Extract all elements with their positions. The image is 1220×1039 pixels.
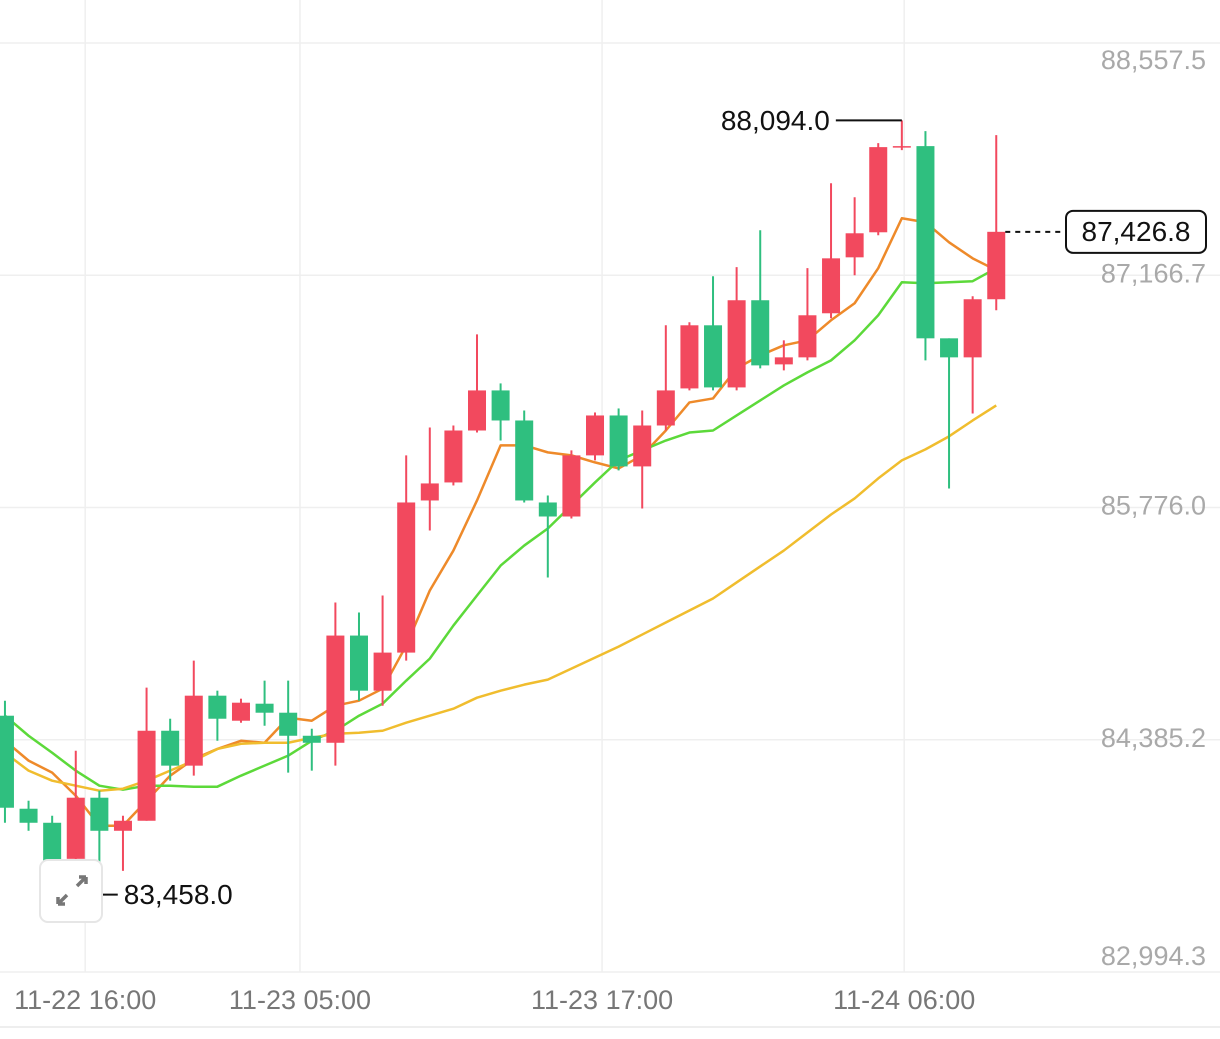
expand-button-box[interactable]: [39, 859, 103, 923]
candle-body: [397, 502, 416, 653]
y-tick-label: 87,166.7: [1101, 258, 1206, 288]
expand-button[interactable]: [39, 859, 103, 923]
candle-body: [491, 390, 510, 421]
candle-body: [208, 695, 227, 719]
last-price-box: [1065, 209, 1207, 254]
candle-body: [562, 455, 581, 517]
candle-body: [468, 390, 487, 431]
candle-body: [538, 502, 557, 517]
candle-body: [704, 325, 723, 388]
candle-body: [774, 357, 793, 365]
x-tick-label: 11-23 17:00: [531, 985, 673, 1015]
low-label: 83,458.0: [124, 879, 233, 910]
candle-body: [822, 258, 841, 314]
candle-body: [255, 703, 274, 713]
y-tick-label: 88,557.5: [1101, 45, 1206, 75]
candle-body: [515, 420, 534, 501]
candle-body: [66, 797, 85, 859]
candle-body: [940, 338, 959, 358]
candle-body: [987, 231, 1006, 300]
candle-body: [19, 808, 38, 823]
candle-body: [845, 233, 864, 258]
candle-body: [963, 299, 982, 358]
candle-body: [656, 390, 675, 426]
candle-body: [420, 483, 439, 501]
candle-body: [326, 635, 345, 743]
candles: [0, 120, 1006, 895]
candle-body: [279, 712, 298, 736]
expand-icon[interactable]: [56, 875, 88, 906]
y-tick-label: 85,776.0: [1101, 491, 1206, 521]
candle-body: [302, 735, 321, 743]
candle-body: [90, 797, 109, 831]
high-label: 88,094.0: [721, 105, 830, 136]
y-tick-label: 82,994.3: [1101, 941, 1206, 971]
candle-body: [161, 730, 180, 766]
moving-average-line: [4, 267, 997, 791]
candle-body: [798, 315, 817, 358]
candle-body: [916, 146, 935, 339]
candle-body: [0, 715, 14, 808]
last-price-label: 87,426.8: [1082, 216, 1191, 247]
candle-body: [231, 702, 250, 721]
x-tick-label: 11-22 16:00: [14, 985, 156, 1015]
candle-body: [444, 430, 463, 483]
candle-body: [633, 425, 652, 467]
candle-body: [727, 300, 746, 388]
x-tick-label: 11-24 06:00: [833, 985, 975, 1015]
candle-body: [869, 147, 888, 233]
candle-body: [137, 730, 156, 821]
candle-body: [609, 415, 628, 467]
candle-body: [184, 695, 203, 766]
candle-body: [586, 415, 605, 456]
candle-body: [349, 635, 368, 691]
y-tick-label: 84,385.2: [1101, 723, 1206, 753]
grid: [0, 0, 1220, 973]
candle-body: [751, 300, 770, 366]
candle-body: [43, 822, 62, 861]
x-tick-label: 11-23 05:00: [229, 985, 371, 1015]
candle-body: [113, 820, 132, 831]
candle-body: [892, 146, 911, 148]
candle-body: [680, 325, 699, 389]
candle-body: [373, 652, 392, 691]
labels: 82,994.3 84,385.2 85,776.0 87,166.7 88,557.5…: [14, 45, 1207, 1015]
